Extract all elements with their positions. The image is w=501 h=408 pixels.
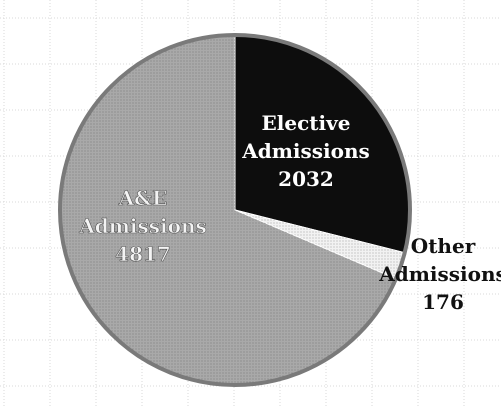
pie-outline — [58, 33, 412, 387]
pie-slice-texture — [235, 210, 405, 279]
pie-labels: Elective Admissions 2032 Other Admissions 176… — [78, 111, 501, 314]
pie-slice-name-label: Elective — [262, 111, 351, 135]
pie-slice-label-elective-admissions: Elective Admissions 2032 — [241, 111, 370, 191]
pie-slice-name-label: A&E — [118, 186, 168, 210]
pie-slice-name-label: Admissions — [378, 262, 501, 286]
pie-slice-texture — [59, 35, 396, 385]
pie-slice-value-label: 176 — [422, 290, 464, 314]
pie-slice-name-label: Admissions — [241, 139, 370, 163]
pie-slice-label-a-e-admissions: A&E Admissions 4817 — [78, 186, 207, 266]
pie-slice-name-label: Other — [411, 234, 476, 258]
pie-slice-name-label: Admissions — [78, 214, 207, 238]
pie-slice-label-other-admissions: Other Admissions 176 — [378, 234, 501, 314]
pie-slice-value-label: 4817 — [115, 242, 171, 266]
pie-slice-value-label: 2032 — [278, 167, 334, 191]
